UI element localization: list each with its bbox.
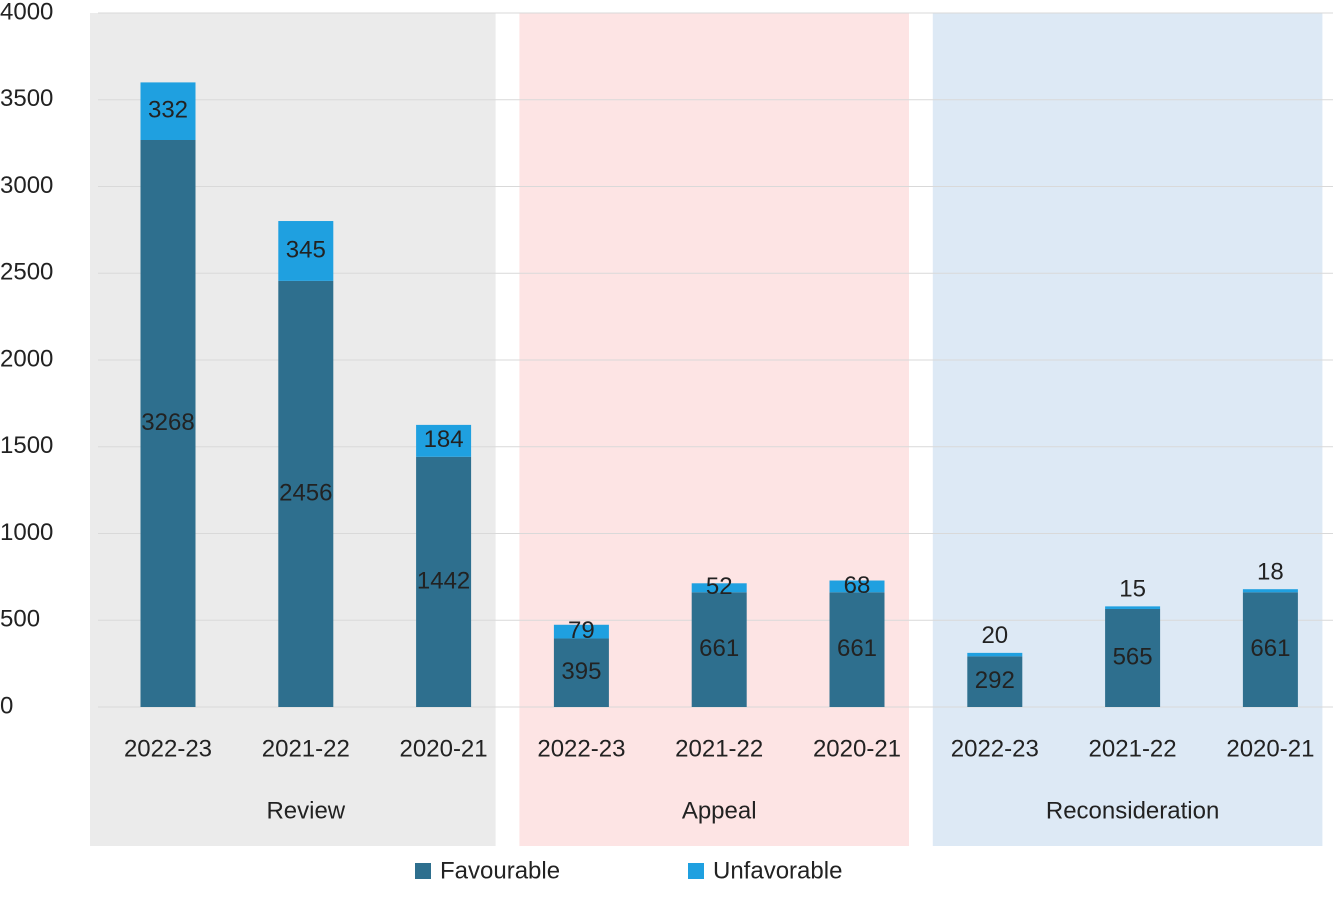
- group-background: [932, 13, 1323, 846]
- data-label: 68: [844, 572, 871, 599]
- data-label: 3268: [141, 409, 194, 436]
- bar-segment: [1242, 589, 1298, 593]
- data-label: 184: [424, 426, 464, 453]
- y-tick-label: 2500: [0, 259, 53, 286]
- bar-segment: [416, 424, 472, 457]
- y-tick-label: 1500: [0, 432, 53, 459]
- x-tick-label: 2021-22: [675, 735, 763, 762]
- data-label: 18: [1257, 559, 1284, 586]
- bar-segment: [967, 656, 1023, 707]
- bar-segment: [416, 456, 472, 707]
- bar-segment: [140, 82, 196, 141]
- x-tick-label: 2021-22: [262, 735, 350, 762]
- x-tick-label: 2022-23: [124, 735, 212, 762]
- bar-segment: [278, 221, 334, 281]
- data-label: 1442: [417, 567, 470, 594]
- bar-segment: [140, 140, 196, 707]
- bar-segment: [967, 652, 1023, 657]
- y-tick-label: 4000: [0, 0, 53, 25]
- y-tick-label: 2000: [0, 345, 53, 372]
- y-tick-label: 3500: [0, 85, 53, 112]
- data-label: 20: [981, 622, 1008, 649]
- group-label: Appeal: [682, 797, 757, 824]
- x-tick-label: 2021-22: [1089, 735, 1177, 762]
- bar-segment: [553, 624, 609, 639]
- bar-segment: [1242, 592, 1298, 707]
- data-label: 15: [1119, 576, 1146, 603]
- legend-label: Unfavorable: [713, 857, 842, 884]
- bar-segment: [553, 638, 609, 707]
- x-tick-label: 2020-21: [1226, 735, 1314, 762]
- bar-segment: [1105, 608, 1161, 707]
- legend-swatch: [415, 863, 431, 879]
- data-label: 292: [975, 667, 1015, 694]
- x-tick-label: 2020-21: [400, 735, 488, 762]
- bar-segment: [829, 592, 885, 707]
- group-label: Reconsideration: [1046, 797, 1219, 824]
- bar-segment: [1105, 606, 1161, 609]
- y-tick-label: 1000: [0, 519, 53, 546]
- bar-segment: [691, 583, 747, 593]
- bar-segment: [829, 580, 885, 593]
- legend-label: Favourable: [440, 857, 560, 884]
- legend-swatch: [688, 863, 704, 879]
- group-background: [519, 13, 909, 846]
- y-tick-label: 3000: [0, 172, 53, 199]
- data-label: 332: [148, 97, 188, 124]
- data-label: 79: [568, 617, 595, 644]
- bar-segment: [691, 592, 747, 707]
- bar-segment: [278, 280, 334, 707]
- y-tick-label: 500: [0, 606, 40, 633]
- data-label: 345: [286, 236, 326, 263]
- x-tick-label: 2022-23: [951, 735, 1039, 762]
- group-label: Review: [266, 797, 345, 824]
- data-label: 395: [561, 658, 601, 685]
- data-label: 661: [1250, 635, 1290, 662]
- x-tick-label: 2022-23: [537, 735, 625, 762]
- data-label: 661: [699, 635, 739, 662]
- data-label: 2456: [279, 479, 332, 506]
- data-label: 661: [837, 635, 877, 662]
- x-tick-label: 2020-21: [813, 735, 901, 762]
- data-label: 565: [1113, 643, 1153, 670]
- y-tick-label: 0: [0, 692, 13, 719]
- data-label: 52: [706, 573, 733, 600]
